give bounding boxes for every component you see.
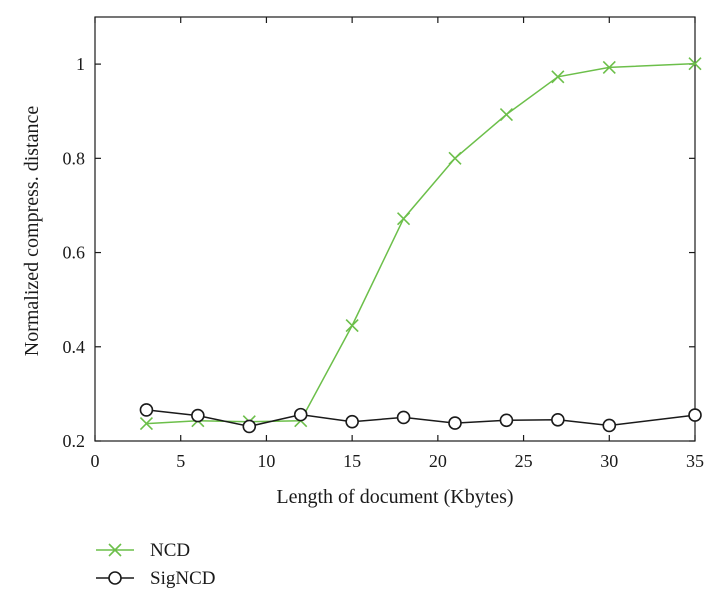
data-point-ncd [139,417,153,431]
y-tick-label: 0.4 [63,337,86,357]
data-point-signcd [396,410,411,425]
data-point-signcd [602,418,617,433]
data-point-ncd [688,57,702,71]
marker-stroke [688,57,702,71]
marker-stroke [139,417,153,431]
marker-stroke [397,212,411,226]
data-point-signcd [191,408,205,423]
y-tick-label: 0.6 [63,243,86,263]
marker-stroke [448,151,462,165]
series-line-ncd [146,62,696,425]
x-tick-label: 30 [600,451,618,471]
data-point-ncd [397,212,411,226]
data-point-ncd [499,107,513,122]
series-ncd [139,57,702,431]
x-axis-title: Length of document (Kbytes) [276,486,513,508]
data-point-ncd [551,70,565,84]
data-point-signcd [688,408,702,422]
y-axis-title: Normalized compress. distance [21,106,43,357]
marker-stroke [345,319,359,333]
marker-stroke [551,70,565,84]
marker-stroke [108,543,122,557]
data-point-signcd [448,416,462,430]
series-layer [139,57,702,434]
data-point-ncd [448,151,462,165]
series-signcd [139,403,702,434]
legend-label: SigNCD [150,568,215,589]
y-tick-label: 1 [76,54,85,74]
data-point-signcd [551,412,565,427]
x-tick-label: 15 [343,451,361,471]
legend-label: NCD [150,540,190,561]
data-point-signcd [499,413,514,428]
marker-stroke [499,107,513,122]
data-point-signcd [293,407,308,422]
axis-ticks: 0 5 10 15 20 25 30 35 0.2 0.4 0.6 0.8 1 [63,17,704,471]
data-point-signcd [139,403,154,417]
y-tick-label: 0.8 [63,148,86,168]
legend-marker [108,571,122,585]
plot-area [94,16,696,442]
marker-stroke [602,60,616,74]
x-tick-label: 20 [429,451,447,471]
x-tick-label: 25 [515,451,533,471]
x-tick-label: 0 [91,451,100,471]
y-tick-label: 0.2 [63,431,86,451]
legend-marker [108,543,122,557]
x-tick-label: 10 [257,451,275,471]
data-point-signcd [242,419,257,434]
x-tick-label: 5 [176,451,185,471]
data-point-ncd [602,60,616,74]
legend-item-signcd: SigNCD [96,568,215,589]
data-point-ncd [345,319,359,333]
legend-item-ncd: NCD [96,540,190,561]
legend: NCD SigNCD [96,540,215,589]
x-tick-label: 35 [686,451,704,471]
data-point-signcd [345,414,359,429]
plot-border [94,16,696,442]
